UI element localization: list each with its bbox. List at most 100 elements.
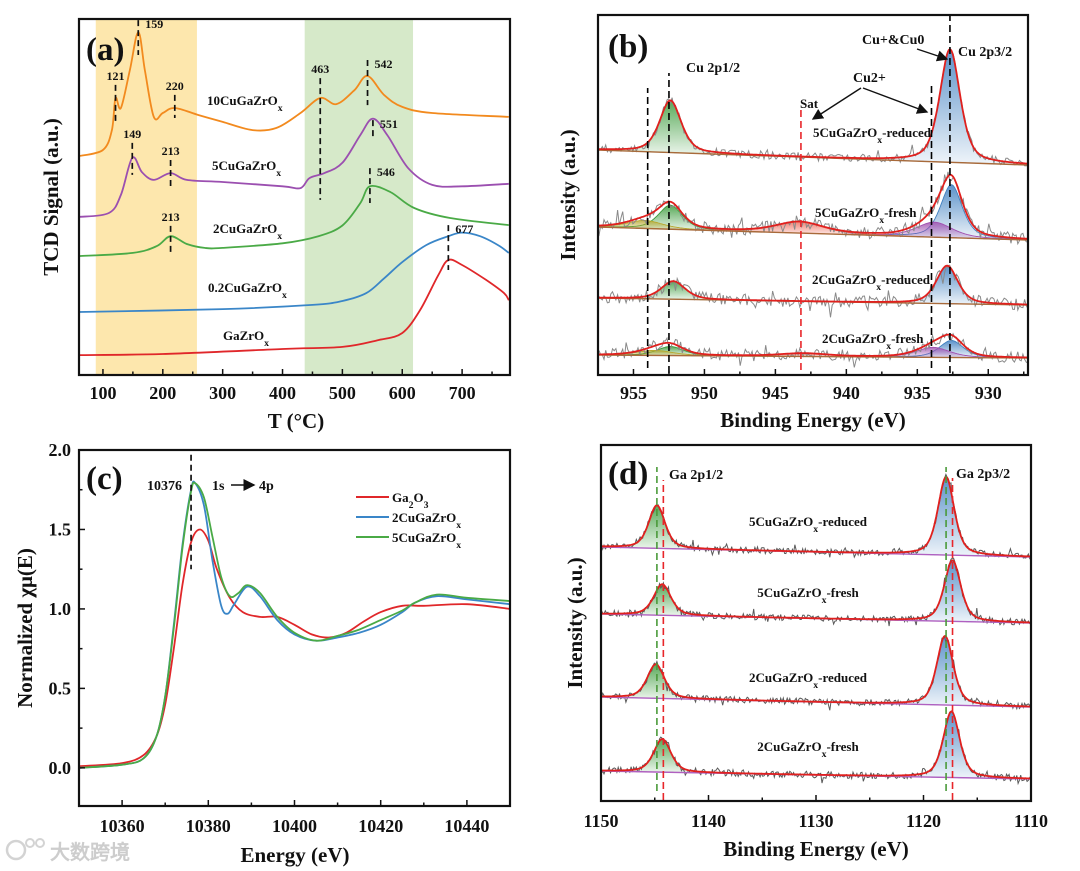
transition-to-label: 4p [259,479,274,494]
cu-2p32-label: Cu 2p3/2 [958,45,1012,60]
panel-a: 121 159 220 463 542 551 149 213 546 213 677 100 200 3… [39,17,512,433]
x-tick-label: 940 [833,383,860,403]
plot-area [79,19,510,375]
watermark: 大数跨境 [5,838,130,864]
fit-component [807,48,1028,166]
x-axis-title: Energy (eV) [240,843,349,867]
satellite-label: Sat [800,96,819,111]
plot-area [598,48,1028,368]
y-axis-title: Intensity (a.u.) [563,557,587,688]
spectrum [598,332,1028,368]
x-tick-label: 1140 [691,811,726,831]
peak-label: 159 [145,17,163,31]
spectrum-label: 5CuGaZrOx-fresh [815,205,917,226]
x-tick-label: 10400 [272,816,317,836]
panel-d: 1150 1140 1130 1120 1110 (d) Binding Energy (e… [563,443,1048,861]
spectrum-label: 2CuGaZrOx-fresh [757,739,859,760]
watermark-logo-icon [25,838,35,848]
arrow-icon [811,87,862,120]
x-tick-label: 955 [620,383,647,403]
spectrum [601,709,1031,786]
envelope-fit-line [601,559,1031,624]
spectrum-label: 5CuGaZrOx-fresh [757,585,859,606]
x-tick-label: 400 [269,383,296,403]
panel-label: (c) [86,461,123,497]
plot-frame [77,17,512,377]
spectrum-label: 5CuGaZrOx-reduced [813,125,932,146]
x-tick-label: 300 [209,383,236,403]
x-tick-label: 10360 [100,816,145,836]
x-tick-label: 1110 [1014,811,1048,831]
legend-label: Ga2O3 [392,490,429,511]
peak-label: 542 [375,57,393,71]
arrow-icon [916,48,949,62]
series-line-10cugazrox [79,31,509,157]
series-line-5cugazrox [79,481,510,769]
arrow-icon [862,87,929,114]
peak-label: 220 [166,79,184,93]
y-axis-title: Intensity (a.u.) [556,129,580,260]
x-tick-label: 10380 [186,816,231,836]
transition-from-label: 1s [212,479,225,494]
x-tick-label: 100 [89,383,116,403]
fit-component [598,100,773,157]
x-tick-label: 1130 [798,811,833,831]
envelope-fit-line [601,635,1031,708]
plot-frame [77,448,512,808]
peak-label: 546 [377,165,395,179]
legend-label: 5CuGaZrOx [392,530,461,551]
panel-b: 955 950 945 940 935 930 (b) Binding Energy (eV)… [556,12,1030,432]
panel-c: 10376 10360 10380 10400 10420 10440 0.0 0.5 1.0 1… [13,440,512,867]
panel-label: (b) [608,29,648,65]
watermark-logo-icon [5,839,27,861]
envelope-fit-line [598,48,1028,165]
x-tick-label: 10420 [358,816,403,836]
cu-plus-cu0-label: Cu+&Cu0 [862,33,924,48]
envelope-fit-line [598,333,1028,359]
x-tick-label: 950 [691,383,718,403]
x-axis-title: Binding Energy (eV) [720,408,906,432]
x-axis-title: Binding Energy (eV) [723,837,909,861]
x-tick-label: 10440 [444,816,489,836]
fit-component [868,559,1031,624]
y-tick-label: 1.5 [49,519,72,539]
shaded-region [304,19,414,375]
x-tick-label: 935 [904,383,931,403]
series-line-ga2o3 [79,528,510,768]
envelope-fit-line [601,476,1031,558]
legend-label: 2CuGaZrOx [392,510,461,531]
y-tick-label: 0.0 [49,758,72,778]
x-tick-label: 1150 [583,811,618,831]
cu2plus-label: Cu2+ [853,71,886,86]
y-tick-label: 2.0 [49,440,72,460]
cu-2p12-label: Cu 2p1/2 [686,61,740,76]
series-label: 2CuGaZrOx [213,221,282,242]
x-tick-label: 945 [762,383,789,403]
spectrum-label: 2CuGaZrOx-fresh [822,331,924,352]
raw-data-line [598,264,1028,318]
watermark-logo-icon [35,838,45,848]
x-tick-label: 1120 [906,811,941,831]
series-label: 10CuGaZrOx [207,93,283,114]
series-line-0-2cugazrox [79,231,510,313]
series-label: GaZrOx [223,328,269,349]
peak-label: 149 [123,127,141,141]
plot-frame [596,13,1030,377]
peak-label: 213 [162,144,180,158]
series-line-gazrox [79,258,510,356]
y-axis-title: TCD Signal (a.u.) [39,118,63,276]
plot-area [601,473,1031,786]
spectrum-label: 5CuGaZrOx-reduced [749,514,868,535]
peak-label: 213 [162,210,180,224]
peak-label: 677 [455,222,473,236]
ga-2p12-label: Ga 2p1/2 [669,468,723,483]
spectrum [601,635,1031,711]
x-tick-label: 700 [449,383,476,403]
peak-label: 551 [380,117,398,131]
x-tick-label: 930 [975,383,1002,403]
spectrum-label: 2CuGaZrOx-reduced [812,272,931,293]
spectrum-label: 2CuGaZrOx-reduced [749,670,868,691]
peak-label: 10376 [147,479,182,494]
